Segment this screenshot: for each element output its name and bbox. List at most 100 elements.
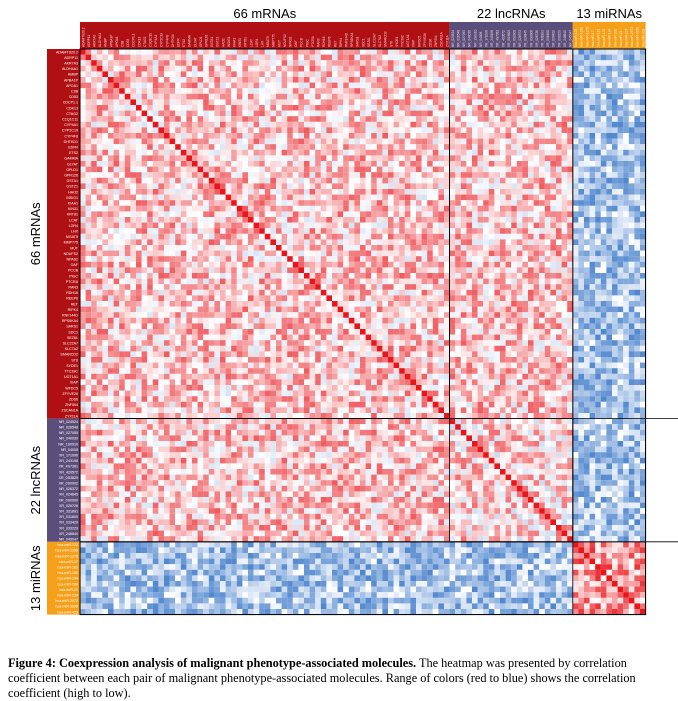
- heatmap-cell: [147, 189, 153, 195]
- heatmap-cell: [354, 172, 361, 178]
- heatmap-cell: [365, 172, 372, 178]
- heatmap-cell: [488, 256, 495, 262]
- heatmap-cell: [528, 110, 534, 117]
- heatmap-cell: [399, 133, 405, 139]
- heatmap-cell: [124, 239, 131, 246]
- heatmap-cell: [539, 49, 545, 55]
- heatmap-cell: [337, 289, 344, 296]
- heatmap-cell: [343, 217, 349, 223]
- heatmap-cell: [236, 82, 243, 89]
- heatmap-cell: [404, 49, 411, 55]
- heatmap-cell: [494, 116, 501, 122]
- heatmap-cell: [371, 144, 377, 150]
- heatmap-cell: [225, 261, 232, 268]
- heatmap-cell: [421, 155, 428, 162]
- heatmap-cell: [544, 295, 551, 302]
- heatmap-cell: [589, 49, 596, 55]
- heatmap-cell: [399, 284, 405, 290]
- heatmap-cell: [371, 54, 377, 61]
- heatmap-cell: [270, 93, 277, 100]
- heatmap-cell: [276, 110, 282, 117]
- heatmap-cell: [141, 261, 148, 268]
- heatmap-cell: [102, 144, 109, 150]
- heatmap-cell: [404, 138, 411, 145]
- heatmap-cell: [287, 177, 293, 184]
- heatmap-cell: [276, 211, 282, 218]
- heatmap-cell: [180, 116, 187, 122]
- heatmap-cell: [102, 239, 109, 246]
- heatmap-cell: [270, 217, 277, 223]
- heatmap-cell: [80, 267, 86, 274]
- heatmap-cell: [505, 133, 512, 139]
- heatmap-cell: [253, 110, 260, 117]
- heatmap-cell: [141, 82, 148, 89]
- heatmap-cell: [589, 194, 596, 201]
- heatmap-cell: [511, 233, 517, 240]
- heatmap-cell: [253, 245, 260, 251]
- heatmap-cell: [175, 155, 181, 162]
- heatmap-cell: [533, 155, 540, 162]
- heatmap-cell: [264, 82, 271, 89]
- heatmap-cell: [320, 289, 327, 296]
- heatmap-cell: [567, 93, 573, 100]
- heatmap-cell: [197, 49, 204, 55]
- column-label: NR_026372: [518, 30, 522, 47]
- heatmap-cell: [561, 211, 568, 218]
- heatmap-cell: [505, 65, 512, 72]
- heatmap-cell: [203, 60, 209, 66]
- heatmap-cell: [393, 77, 400, 83]
- heatmap-cell: [578, 222, 585, 229]
- row-header-bar: [47, 49, 80, 419]
- heatmap-cell: [298, 172, 305, 178]
- heatmap-cell: [455, 261, 461, 268]
- heatmap-cell: [147, 144, 153, 150]
- heatmap-cell: [225, 256, 232, 262]
- heatmap-cell: [332, 211, 338, 218]
- heatmap-cell: [483, 60, 489, 66]
- heatmap-cell: [410, 228, 417, 234]
- heatmap-cell: [606, 278, 613, 285]
- heatmap-cell: [606, 239, 613, 246]
- heatmap-cell: [584, 71, 590, 78]
- heatmap-cell: [102, 166, 109, 173]
- heatmap-cell: [225, 166, 232, 173]
- heatmap-cell: [494, 77, 501, 83]
- heatmap-cell: [399, 99, 405, 106]
- heatmap-cell: [567, 205, 573, 212]
- heatmap-cell: [516, 256, 523, 262]
- heatmap-cell: [421, 261, 428, 268]
- heatmap-cell: [292, 200, 299, 206]
- heatmap-cell: [208, 217, 215, 223]
- heatmap-cell: [326, 127, 333, 134]
- heatmap-cell: [640, 65, 646, 72]
- heatmap-cell: [214, 205, 221, 212]
- heatmap-cell: [113, 189, 120, 195]
- heatmap-cell: [623, 82, 629, 89]
- heatmap-cell: [136, 127, 142, 134]
- heatmap-cell: [617, 49, 624, 55]
- heatmap-cell: [124, 205, 131, 212]
- heatmap-cell: [488, 233, 495, 240]
- heatmap-cell: [309, 217, 316, 223]
- heatmap-cell: [533, 245, 540, 251]
- heatmap-cell: [522, 54, 529, 61]
- heatmap-cell: [612, 306, 618, 313]
- heatmap-cell: [455, 295, 461, 302]
- heatmap-cell: [292, 127, 299, 134]
- heatmap-cell: [197, 217, 204, 223]
- heatmap-cell: [197, 88, 204, 94]
- heatmap-cell: [393, 88, 400, 94]
- heatmap-cell: [315, 65, 321, 72]
- heatmap-cell: [158, 245, 165, 251]
- heatmap-cell: [584, 256, 590, 262]
- heatmap-cell: [214, 256, 221, 262]
- heatmap-cell: [550, 65, 557, 72]
- heatmap-cell: [556, 273, 562, 279]
- heatmap-cell: [606, 172, 613, 178]
- heatmap-cell: [416, 273, 422, 279]
- heatmap-cell: [192, 172, 198, 178]
- heatmap-cell: [164, 273, 170, 279]
- heatmap-cell: [399, 289, 405, 296]
- heatmap-cell: [236, 166, 243, 173]
- heatmap-cell: [550, 200, 557, 206]
